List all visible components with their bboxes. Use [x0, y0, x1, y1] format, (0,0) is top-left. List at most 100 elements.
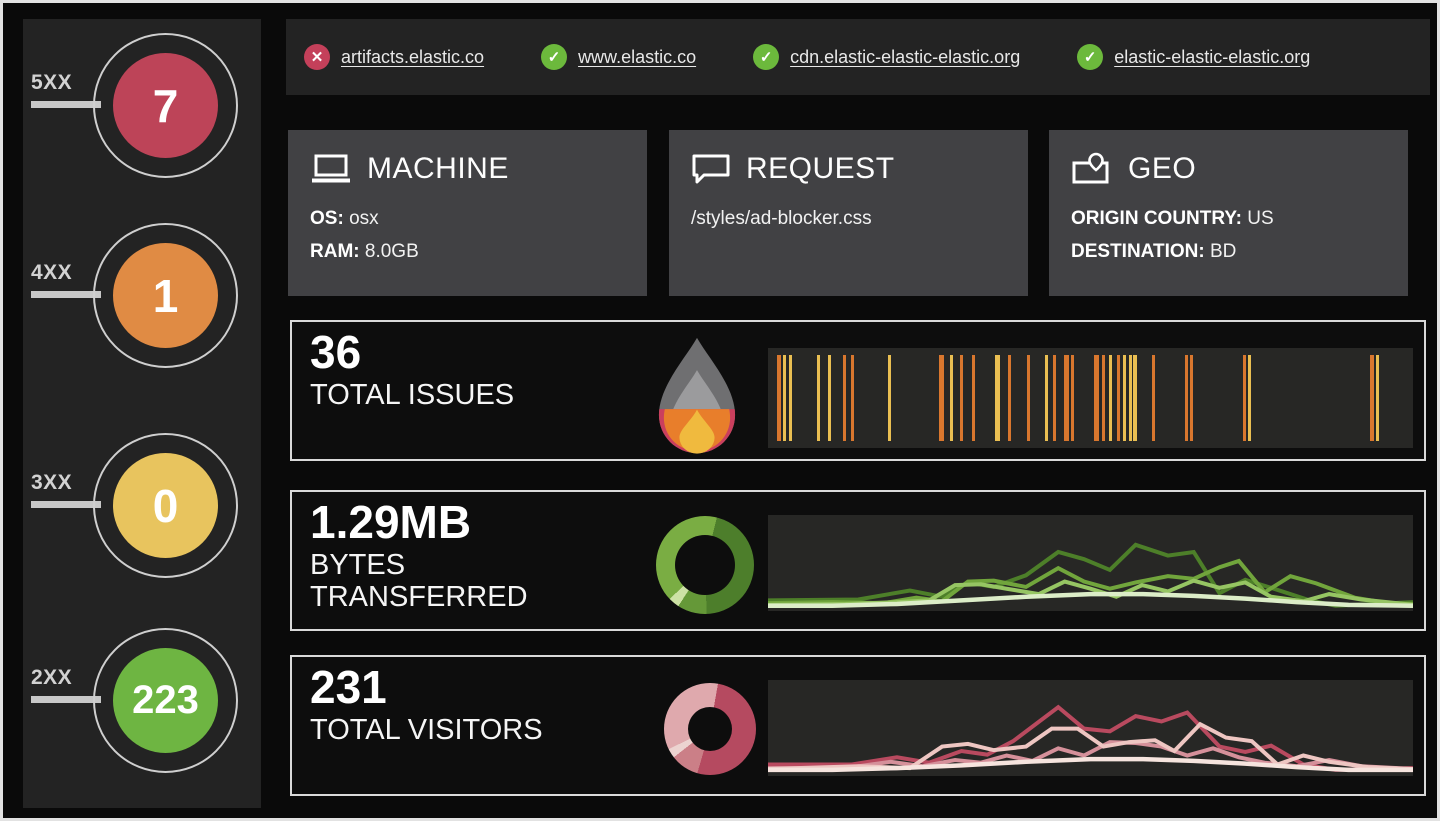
event-tick [1128, 355, 1132, 441]
event-tick [1133, 355, 1138, 441]
total-visitors-value: 231 [310, 661, 387, 713]
request-path: /styles/ad-blocker.css [691, 208, 872, 229]
bytes-line-chart [768, 515, 1413, 611]
sparkline-dark-rose [768, 707, 1413, 770]
event-tick [960, 355, 964, 441]
map-pin-icon [1071, 152, 1113, 186]
event-tick [782, 355, 786, 441]
total-visitors-label: TOTAL VISITORS [310, 713, 543, 746]
ok-check-icon: ✓ [1077, 44, 1104, 70]
event-tick [1053, 355, 1057, 441]
event-tick [1185, 355, 1189, 441]
total-issues-value: 36 [310, 326, 362, 378]
status-4xx-leader-line [31, 291, 101, 298]
event-tick [777, 355, 782, 441]
status-3xx-count: 0 [113, 453, 218, 558]
bytes-transferred-label: BYTES TRANSFERRED [310, 548, 528, 613]
event-tick [1109, 355, 1113, 441]
status-5xx-leader-line [31, 101, 101, 108]
event-tick [1071, 355, 1075, 441]
status-4xx: 4XX 1 [23, 223, 261, 368]
event-tick [1007, 355, 1011, 441]
laptop-icon [310, 153, 352, 185]
status-5xx-ring [93, 33, 238, 178]
status-4xx-count: 1 [113, 243, 218, 348]
total-issues-row: 36 TOTAL ISSUES [290, 320, 1426, 461]
geo-destination-row: DESTINATION: BD [1071, 241, 1237, 263]
event-tick [1247, 355, 1251, 441]
flame-icon [648, 335, 746, 457]
domain-health-bar: ✕ artifacts.elastic.co ✓ www.elastic.co … [286, 19, 1430, 95]
status-3xx: 3XX 0 [23, 433, 261, 578]
event-tick [995, 355, 1001, 441]
bytes-donut-chart [656, 516, 754, 614]
total-issues-label: TOTAL ISSUES [310, 378, 515, 411]
status-5xx-label: 5XX [31, 71, 73, 94]
geo-origin-row: ORIGIN COUNTRY: US [1071, 208, 1274, 229]
machine-ram-row: RAM: 8.0GB [310, 241, 419, 263]
machine-card: MACHINE OS: osx RAM: 8.0GB [288, 130, 647, 296]
event-tick [1190, 355, 1194, 441]
sparkline-light-pink [768, 724, 1413, 769]
event-tick [949, 355, 953, 441]
machine-card-title: MACHINE [367, 152, 509, 185]
status-4xx-ring [93, 223, 238, 368]
status-2xx-count: 223 [113, 648, 218, 753]
status-4xx-label: 4XX [31, 261, 73, 284]
domain-item-www: ✓ www.elastic.co [541, 44, 696, 70]
event-tick [1064, 355, 1070, 441]
status-3xx-leader-line [31, 501, 101, 508]
event-tick [971, 355, 975, 441]
status-2xx-leader-line [31, 696, 101, 703]
event-tick [1123, 355, 1127, 441]
total-visitors-row: 231 TOTAL VISITORS [290, 655, 1426, 796]
bytes-transferred-row: 1.29MB BYTES TRANSFERRED [290, 490, 1426, 631]
geo-card: GEO ORIGIN COUNTRY: US DESTINATION: BD [1049, 130, 1408, 296]
event-tick [788, 355, 792, 441]
event-tick [827, 355, 831, 441]
speech-bubble-icon [691, 153, 731, 185]
domain-item-elastic: ✓ elastic-elastic-elastic.org [1077, 44, 1310, 70]
request-card-title: REQUEST [746, 152, 895, 185]
event-tick [1044, 355, 1048, 441]
event-tick [1376, 355, 1380, 441]
domain-link-cdn[interactable]: cdn.elastic-elastic-elastic.org [790, 46, 1021, 67]
event-tick [1027, 355, 1031, 441]
status-code-sidebar: 5XX 7 4XX 1 3XX 0 2XX 223 [23, 19, 261, 808]
event-tick [887, 355, 891, 441]
issues-tick-chart [768, 348, 1413, 448]
request-card: REQUEST /styles/ad-blocker.css [669, 130, 1028, 296]
domain-item-cdn: ✓ cdn.elastic-elastic-elastic.org [753, 44, 1020, 70]
sparkline-pale-pink [768, 759, 1413, 770]
status-3xx-ring [93, 433, 238, 578]
domain-link-artifacts[interactable]: artifacts.elastic.co [341, 46, 485, 67]
event-tick [817, 355, 821, 441]
status-5xx-count: 7 [113, 53, 218, 158]
error-cross-icon: ✕ [304, 44, 330, 70]
event-tick [938, 355, 944, 441]
event-tick [1151, 355, 1155, 441]
domain-link-elastic[interactable]: elastic-elastic-elastic.org [1114, 46, 1311, 67]
status-3xx-label: 3XX [31, 471, 73, 494]
event-tick [843, 355, 847, 441]
machine-os-row: OS: osx [310, 208, 379, 229]
visitors-line-chart [768, 680, 1413, 776]
event-tick [1370, 355, 1375, 441]
domain-item-artifacts: ✕ artifacts.elastic.co [304, 44, 484, 70]
ok-check-icon: ✓ [753, 44, 780, 70]
status-2xx-label: 2XX [31, 666, 73, 689]
status-2xx: 2XX 223 [23, 628, 261, 773]
geo-card-title: GEO [1128, 152, 1197, 185]
event-tick [1094, 355, 1100, 441]
sparkline-pale-green [768, 594, 1413, 606]
sparkline-dark-green [768, 545, 1413, 606]
bytes-transferred-value: 1.29MB [310, 496, 472, 548]
event-tick [850, 355, 854, 441]
visitors-donut-chart [664, 683, 756, 775]
event-tick [1102, 355, 1106, 441]
domain-link-www[interactable]: www.elastic.co [578, 46, 697, 67]
event-tick [1116, 355, 1120, 441]
status-5xx: 5XX 7 [23, 33, 261, 178]
event-tick [1242, 355, 1246, 441]
